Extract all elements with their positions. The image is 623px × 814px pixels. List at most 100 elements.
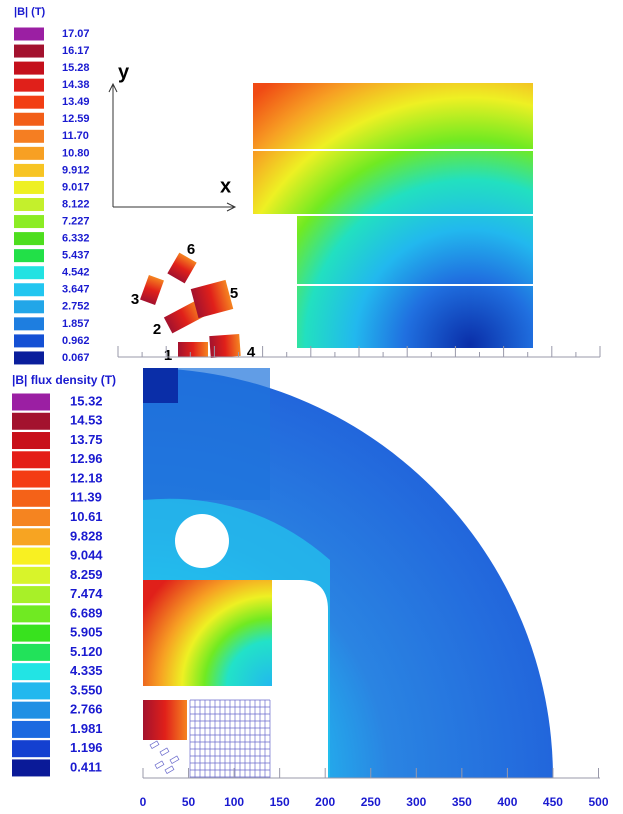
coil-inset bbox=[143, 700, 187, 740]
legend-label: 15.28 bbox=[62, 62, 90, 74]
legend-label: 3.550 bbox=[70, 682, 103, 697]
legend-label: 5.437 bbox=[62, 250, 90, 262]
legend-label: 5.120 bbox=[70, 644, 103, 659]
legend-swatch bbox=[12, 625, 50, 642]
legend-label: 12.59 bbox=[62, 113, 90, 125]
legend-swatch bbox=[14, 45, 44, 58]
legend-label: 10.61 bbox=[70, 509, 103, 524]
legend-swatch bbox=[14, 147, 44, 160]
x-tick-label: 0 bbox=[140, 795, 147, 809]
legend-swatch bbox=[14, 215, 44, 228]
legend-label: 0.067 bbox=[62, 352, 90, 364]
legend-label: 9.044 bbox=[70, 548, 103, 563]
legend-label: 14.38 bbox=[62, 79, 90, 91]
coil-block bbox=[191, 280, 234, 318]
legend-swatch bbox=[12, 413, 50, 430]
legend-swatch bbox=[14, 96, 44, 109]
x-tick-label: 400 bbox=[497, 795, 517, 809]
legend-label: 13.75 bbox=[70, 432, 103, 447]
legend-swatch bbox=[14, 79, 44, 92]
legend-swatch bbox=[12, 721, 50, 738]
legend-swatch bbox=[12, 644, 50, 661]
legend-swatch bbox=[12, 394, 50, 411]
legend-label: 9.828 bbox=[70, 528, 103, 543]
legend-label: 6.332 bbox=[62, 233, 90, 245]
legend-swatch bbox=[14, 113, 44, 126]
legend-label: 12.18 bbox=[70, 470, 103, 485]
legend-label: 8.259 bbox=[70, 567, 103, 582]
legend-label: 1.196 bbox=[70, 740, 103, 755]
legend: 15.3214.5313.7512.9612.1811.3910.619.828… bbox=[12, 393, 103, 776]
legend-label: 7.474 bbox=[70, 586, 103, 601]
legend-label: 1.981 bbox=[70, 721, 103, 736]
axis-label: x bbox=[220, 175, 231, 197]
legend-swatch bbox=[12, 663, 50, 680]
legend-swatch bbox=[14, 334, 44, 347]
coils bbox=[140, 253, 241, 358]
legend-swatch bbox=[12, 490, 50, 507]
x-tick-label: 250 bbox=[361, 795, 381, 809]
legend-swatch bbox=[12, 605, 50, 622]
legend-swatch bbox=[14, 266, 44, 279]
legend-swatch bbox=[12, 682, 50, 699]
legend-label: 2.766 bbox=[70, 702, 103, 717]
legend-label: 4.335 bbox=[70, 663, 103, 678]
legend-label: 11.39 bbox=[70, 490, 102, 505]
legend-swatch bbox=[14, 249, 44, 262]
coil-label: 5 bbox=[230, 285, 238, 302]
legend-swatch bbox=[14, 232, 44, 245]
x-tick-label: 150 bbox=[270, 795, 290, 809]
legend-swatch bbox=[12, 759, 50, 776]
legend-swatch bbox=[12, 509, 50, 526]
x-tick-label: 300 bbox=[406, 795, 426, 809]
legend-swatch bbox=[12, 471, 50, 488]
legend-label: 16.17 bbox=[62, 45, 90, 57]
legend-swatch bbox=[14, 198, 44, 211]
coil-block bbox=[140, 275, 164, 305]
legend-swatch bbox=[12, 702, 50, 719]
legend-label: 0.962 bbox=[62, 335, 90, 347]
legend-swatch bbox=[14, 351, 44, 364]
legend-label: 15.32 bbox=[70, 393, 103, 408]
cutout bbox=[272, 580, 328, 778]
legend-label: 4.542 bbox=[62, 267, 90, 279]
legend-swatch bbox=[12, 432, 50, 449]
legend-label: 9.017 bbox=[62, 181, 90, 193]
hole bbox=[175, 514, 229, 568]
coil-label: 2 bbox=[153, 321, 161, 338]
axis-label: y bbox=[118, 61, 130, 83]
legend-label: 12.96 bbox=[70, 451, 103, 466]
legend-label: 5.905 bbox=[70, 625, 103, 640]
legend-swatch bbox=[12, 528, 50, 545]
legend-label: 6.689 bbox=[70, 605, 103, 620]
legend-label: 13.49 bbox=[62, 96, 90, 108]
coil-block bbox=[178, 342, 208, 357]
legend-label: 11.70 bbox=[62, 130, 89, 142]
legend-label: 17.07 bbox=[62, 28, 90, 40]
legend-label: 7.227 bbox=[62, 215, 90, 227]
legend-label: 2.752 bbox=[62, 301, 90, 313]
region bbox=[143, 368, 178, 403]
legend-swatch bbox=[14, 130, 44, 143]
legend-swatch bbox=[14, 28, 44, 41]
legend-label: 9.912 bbox=[62, 164, 90, 176]
legend-title: |B| flux density (T) bbox=[12, 373, 116, 387]
legend-swatch bbox=[14, 181, 44, 194]
legend-swatch bbox=[12, 740, 50, 757]
x-tick-label: 50 bbox=[182, 795, 196, 809]
coil-label: 6 bbox=[187, 241, 195, 258]
legend-title: |B| (T) bbox=[14, 6, 46, 18]
legend-swatch bbox=[12, 586, 50, 603]
coil-label: 1 bbox=[164, 347, 172, 364]
x-tick-label: 350 bbox=[452, 795, 472, 809]
figure: |B| (T) 17.0716.1715.2814.3813.4912.5911… bbox=[0, 0, 623, 814]
legend-swatch bbox=[12, 451, 50, 468]
legend-swatch bbox=[14, 283, 44, 296]
legend-swatch bbox=[12, 567, 50, 584]
legend-swatch bbox=[14, 164, 44, 177]
x-tick-label: 200 bbox=[315, 795, 335, 809]
x-tick-label: 450 bbox=[543, 795, 563, 809]
x-tick-label: 500 bbox=[588, 795, 608, 809]
field-inset bbox=[143, 580, 272, 686]
legend-label: 8.122 bbox=[62, 198, 90, 210]
